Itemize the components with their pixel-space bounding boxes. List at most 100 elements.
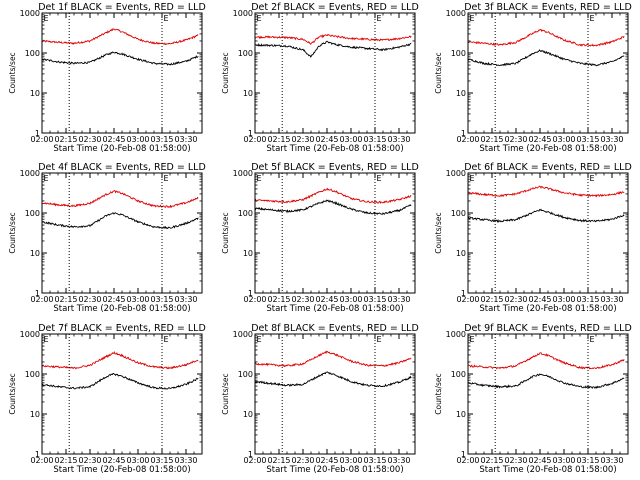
y-tick-label: 100 <box>25 209 40 218</box>
x-tick-label: 02:00 <box>30 456 53 465</box>
y-tick-label: 1000 <box>20 169 40 178</box>
x-axis-label: Start Time (20-Feb-08 01:58:00) <box>53 465 190 475</box>
event-marker: E <box>256 174 261 183</box>
x-tick-label: 02:30 <box>78 456 101 465</box>
x-tick-label: 03:30 <box>174 135 197 144</box>
event-marker: E <box>376 174 381 183</box>
plot-frame <box>467 12 629 134</box>
x-axis-label: Start Time (20-Feb-08 01:58:00) <box>266 465 403 475</box>
x-axis-label: Start Time (20-Feb-08 01:58:00) <box>479 304 616 314</box>
panel-title: Det 9f BLACK = Events, RED = LLD <box>464 323 632 334</box>
x-tick-label: 02:00 <box>243 295 266 304</box>
x-tick-label: 03:00 <box>126 135 149 144</box>
y-axis-label: Counts/sec <box>8 52 17 93</box>
x-tick-label: 02:15 <box>480 135 503 144</box>
y-tick-label: 100 <box>451 209 466 218</box>
x-tick-label: 03:15 <box>576 295 599 304</box>
x-tick-label: 03:00 <box>339 456 362 465</box>
plot-frame <box>467 333 629 455</box>
x-tick-label: 03:15 <box>576 135 599 144</box>
y-tick-label: 1 <box>35 289 40 298</box>
x-tick-label: 02:15 <box>54 456 77 465</box>
x-tick-label: 02:00 <box>456 456 479 465</box>
plot-frame <box>41 172 203 294</box>
y-axis-label: Counts/sec <box>221 373 230 414</box>
lld-trace <box>41 350 199 370</box>
y-tick-label: 1000 <box>233 169 253 178</box>
lld-trace <box>42 190 199 209</box>
x-tick-label: 03:15 <box>363 456 386 465</box>
panel-title: Det 6f BLACK = Events, RED = LLD <box>464 162 632 173</box>
x-tick-label: 03:15 <box>150 295 173 304</box>
x-axis-label: Start Time (20-Feb-08 01:58:00) <box>53 144 190 154</box>
event-marker: E <box>469 335 474 344</box>
x-tick-label: 03:00 <box>552 295 575 304</box>
y-tick-label: 1 <box>248 450 253 459</box>
plot-frame <box>254 12 416 134</box>
x-tick-label: 02:30 <box>291 456 314 465</box>
x-tick-label: 03:15 <box>576 456 599 465</box>
x-tick-label: 03:00 <box>339 135 362 144</box>
y-axis-label: Counts/sec <box>8 212 17 253</box>
event-marker: E <box>589 174 594 183</box>
x-tick-label: 02:15 <box>267 456 290 465</box>
event-marker: E <box>163 14 168 23</box>
x-tick-label: 03:15 <box>150 456 173 465</box>
event-marker: E <box>43 174 48 183</box>
x-tick-label: 02:15 <box>267 295 290 304</box>
lld-trace <box>254 350 412 368</box>
panel-title: Det 1f BLACK = Events, RED = LLD <box>38 2 206 13</box>
x-tick-label: 03:00 <box>126 295 149 304</box>
x-tick-label: 02:15 <box>54 295 77 304</box>
y-tick-label: 100 <box>451 370 466 379</box>
x-tick-label: 02:30 <box>504 135 527 144</box>
x-tick-label: 02:00 <box>30 295 53 304</box>
plot-frame <box>467 172 629 294</box>
x-tick-label: 03:15 <box>363 135 386 144</box>
y-axis-label: Counts/sec <box>434 373 443 414</box>
event-marker: E <box>43 335 48 344</box>
y-axis-label: Counts/sec <box>434 212 443 253</box>
y-tick-label: 1000 <box>20 330 40 339</box>
x-tick-label: 03:30 <box>387 295 410 304</box>
y-tick-label: 1000 <box>446 330 466 339</box>
x-tick-label: 02:30 <box>78 135 101 144</box>
x-tick-label: 02:45 <box>102 456 125 465</box>
panel-title: Det 3f BLACK = Events, RED = LLD <box>464 2 632 13</box>
y-tick-label: 1000 <box>446 169 466 178</box>
x-tick-label: 03:00 <box>552 135 575 144</box>
y-tick-label: 10 <box>243 249 253 258</box>
x-tick-label: 02:00 <box>456 295 479 304</box>
event-marker: E <box>376 14 381 23</box>
x-tick-label: 02:00 <box>30 135 53 144</box>
y-tick-label: 1 <box>461 289 466 298</box>
event-marker: E <box>376 335 381 344</box>
x-tick-label: 02:45 <box>528 456 551 465</box>
x-axis-label: Start Time (20-Feb-08 01:58:00) <box>479 144 616 154</box>
x-tick-label: 02:45 <box>102 135 125 144</box>
x-tick-label: 03:30 <box>600 456 623 465</box>
x-axis-label: Start Time (20-Feb-08 01:58:00) <box>266 304 403 314</box>
x-tick-label: 02:30 <box>291 135 314 144</box>
events-trace <box>41 51 199 66</box>
panel-title: Det 2f BLACK = Events, RED = LLD <box>251 2 419 13</box>
x-tick-label: 03:15 <box>150 135 173 144</box>
x-tick-label: 02:15 <box>480 456 503 465</box>
x-tick-label: 03:15 <box>363 295 386 304</box>
y-tick-label: 10 <box>243 89 253 98</box>
y-tick-label: 10 <box>30 89 40 98</box>
x-axis-label: Start Time (20-Feb-08 01:58:00) <box>53 304 190 314</box>
events-trace <box>467 208 625 223</box>
x-tick-label: 02:45 <box>102 295 125 304</box>
events-trace <box>41 373 199 390</box>
event-marker: E <box>163 174 168 183</box>
y-tick-label: 1 <box>461 450 466 459</box>
event-marker: E <box>43 14 48 23</box>
